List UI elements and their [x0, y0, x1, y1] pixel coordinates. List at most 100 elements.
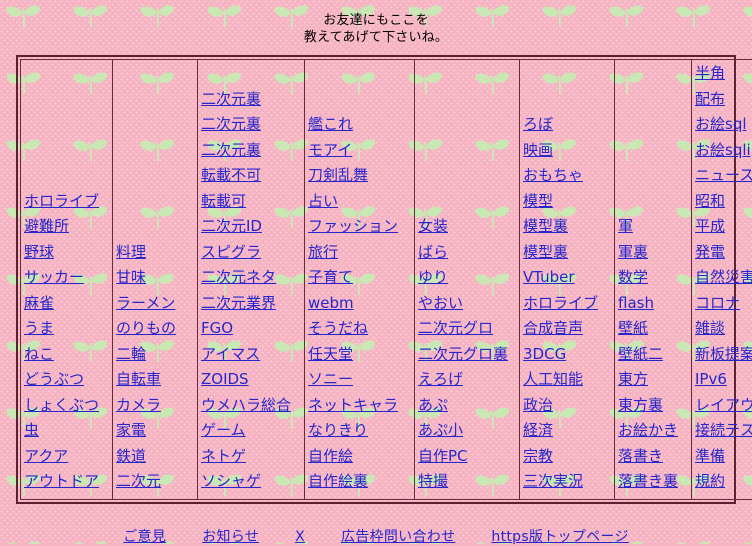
- board-link[interactable]: 二次元裏: [201, 87, 301, 113]
- board-link[interactable]: 準備: [695, 444, 752, 470]
- footer-link[interactable]: 広告枠問い合わせ: [341, 529, 455, 545]
- board-link[interactable]: そうだね: [308, 316, 411, 342]
- board-link[interactable]: 艦これ: [308, 112, 411, 138]
- board-link[interactable]: ねこ: [24, 342, 109, 368]
- board-link[interactable]: 家電: [116, 418, 194, 444]
- board-link[interactable]: なりきり: [308, 418, 411, 444]
- board-link[interactable]: 発電: [695, 240, 752, 266]
- board-link[interactable]: 自作PC: [418, 444, 516, 470]
- board-link[interactable]: 甘味: [116, 265, 194, 291]
- board-link[interactable]: サッカー: [24, 265, 109, 291]
- board-link[interactable]: 壁紙二: [618, 342, 688, 368]
- board-link[interactable]: 二次元業界: [201, 291, 301, 317]
- board-link[interactable]: 模型裏: [523, 240, 611, 266]
- board-link[interactable]: 配布: [695, 87, 752, 113]
- board-link[interactable]: のりもの: [116, 316, 194, 342]
- board-link[interactable]: 落書き: [618, 444, 688, 470]
- board-link[interactable]: 昭和: [695, 189, 752, 215]
- board-link[interactable]: 二次元グロ: [418, 316, 516, 342]
- board-link[interactable]: 映画: [523, 138, 611, 164]
- board-link[interactable]: ばら: [418, 240, 516, 266]
- board-link[interactable]: ネットキャラ: [308, 393, 411, 419]
- board-link[interactable]: うま: [24, 316, 109, 342]
- board-link[interactable]: 任天堂: [308, 342, 411, 368]
- board-link[interactable]: 接続テスト: [695, 418, 752, 444]
- board-link[interactable]: おもちゃ: [523, 163, 611, 189]
- board-link[interactable]: 合成音声: [523, 316, 611, 342]
- board-link[interactable]: 料理: [116, 240, 194, 266]
- footer-link[interactable]: お知らせ: [202, 529, 259, 545]
- board-link[interactable]: 自作絵裏: [308, 469, 411, 495]
- board-link[interactable]: 麻雀: [24, 291, 109, 317]
- board-link[interactable]: モアイ: [308, 138, 411, 164]
- board-link[interactable]: IPv6: [695, 367, 752, 393]
- board-link[interactable]: 経済: [523, 418, 611, 444]
- board-link[interactable]: 二次元裏: [201, 138, 301, 164]
- board-link[interactable]: カメラ: [116, 393, 194, 419]
- board-link[interactable]: 数学: [618, 265, 688, 291]
- board-link[interactable]: 二次元グロ裏: [418, 342, 516, 368]
- board-link[interactable]: 特撮: [418, 469, 516, 495]
- footer-link[interactable]: ご意見: [123, 529, 166, 545]
- board-link[interactable]: あぷ小: [418, 418, 516, 444]
- footer-link[interactable]: https版トップページ: [491, 529, 628, 545]
- board-link[interactable]: どうぶつ: [24, 367, 109, 393]
- board-link[interactable]: 軍裏: [618, 240, 688, 266]
- board-link[interactable]: ネトゲ: [201, 444, 301, 470]
- board-link[interactable]: 鉄道: [116, 444, 194, 470]
- board-link[interactable]: 自転車: [116, 367, 194, 393]
- board-link[interactable]: 女装: [418, 214, 516, 240]
- board-link[interactable]: お絵sqlip: [695, 138, 752, 164]
- board-link[interactable]: flash: [618, 291, 688, 317]
- board-link[interactable]: 転載不可: [201, 163, 301, 189]
- board-link[interactable]: ウメハラ総合: [201, 393, 301, 419]
- board-link[interactable]: 東方裏: [618, 393, 688, 419]
- board-link[interactable]: コロナ: [695, 291, 752, 317]
- board-link[interactable]: ゲーム: [201, 418, 301, 444]
- board-link[interactable]: 自然災害: [695, 265, 752, 291]
- board-link[interactable]: 自作絵: [308, 444, 411, 470]
- board-link[interactable]: 虫: [24, 418, 109, 444]
- board-link[interactable]: やおい: [418, 291, 516, 317]
- board-link[interactable]: ホロライブ: [24, 189, 109, 215]
- board-link[interactable]: 二次元: [116, 469, 194, 495]
- board-link[interactable]: 平成: [695, 214, 752, 240]
- board-link[interactable]: webm: [308, 291, 411, 317]
- board-link[interactable]: レイアウト: [695, 393, 752, 419]
- board-link[interactable]: 野球: [24, 240, 109, 266]
- board-link[interactable]: えろげ: [418, 367, 516, 393]
- board-link[interactable]: 二輪: [116, 342, 194, 368]
- board-link[interactable]: ホロライブ: [523, 291, 611, 317]
- board-link[interactable]: お絵sql: [695, 112, 752, 138]
- board-link[interactable]: FGO: [201, 316, 301, 342]
- board-link[interactable]: 二次元裏: [201, 112, 301, 138]
- board-link[interactable]: 刀剣乱舞: [308, 163, 411, 189]
- board-link[interactable]: VTuber: [523, 265, 611, 291]
- board-link[interactable]: ソニー: [308, 367, 411, 393]
- board-link[interactable]: 規約: [695, 469, 752, 495]
- board-link[interactable]: 模型裏: [523, 214, 611, 240]
- board-link[interactable]: ファッション: [308, 214, 411, 240]
- board-link[interactable]: 避難所: [24, 214, 109, 240]
- board-link[interactable]: 旅行: [308, 240, 411, 266]
- board-link[interactable]: 三次実況: [523, 469, 611, 495]
- board-link[interactable]: 二次元ネタ: [201, 265, 301, 291]
- board-link[interactable]: アクア: [24, 444, 109, 470]
- board-link[interactable]: 壁紙: [618, 316, 688, 342]
- board-link[interactable]: ラーメン: [116, 291, 194, 317]
- board-link[interactable]: しょくぶつ: [24, 393, 109, 419]
- board-link[interactable]: お絵かき: [618, 418, 688, 444]
- board-link[interactable]: 東方: [618, 367, 688, 393]
- board-link[interactable]: スピグラ: [201, 240, 301, 266]
- board-link[interactable]: 半角: [695, 61, 752, 87]
- board-link[interactable]: 落書き裏: [618, 469, 688, 495]
- board-link[interactable]: 模型: [523, 189, 611, 215]
- board-link[interactable]: 政治: [523, 393, 611, 419]
- board-link[interactable]: 新板提案: [695, 342, 752, 368]
- board-link[interactable]: 子育て: [308, 265, 411, 291]
- board-link[interactable]: ZOIDS: [201, 367, 301, 393]
- board-link[interactable]: 人工知能: [523, 367, 611, 393]
- board-link[interactable]: 3DCG: [523, 342, 611, 368]
- board-link[interactable]: 二次元ID: [201, 214, 301, 240]
- board-link[interactable]: 宗教: [523, 444, 611, 470]
